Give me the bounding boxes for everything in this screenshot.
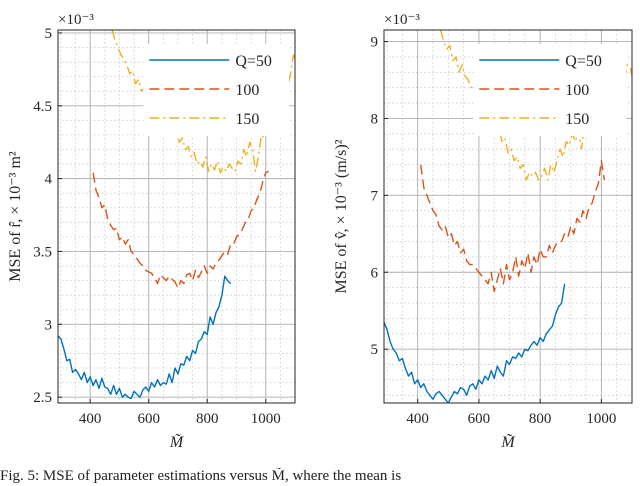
legend: Q=50 100 150 — [473, 44, 626, 136]
y-axis-label: MSE of v̂, × 10⁻³ (m/s)² — [333, 139, 350, 293]
y-tick-label: 7 — [371, 188, 379, 204]
y-tick-label: 4 — [45, 172, 53, 188]
series-line-0 — [58, 275, 232, 400]
series-line-1 — [92, 170, 270, 289]
y-tick-label: 3.5 — [33, 244, 52, 260]
x-tick-label: 400 — [79, 411, 102, 427]
legend-label-2: 150 — [565, 111, 589, 128]
right-chart: 400 600 800 1000 5 6 7 8 9 ×10⁻³ M̃ MSE of v̂, × 10… — [333, 12, 633, 451]
y-tick-label: 3 — [45, 317, 53, 333]
series-line-0 — [384, 283, 566, 403]
axes-box — [383, 29, 633, 404]
y-axis-label: MSE of r̂, × 10⁻³ m² — [7, 151, 24, 282]
x-tick-label: 800 — [196, 411, 219, 427]
figure-caption: Fig. 5: MSE of parameter estimations ver… — [0, 468, 402, 484]
y-tick-label: 4.5 — [33, 99, 52, 115]
y-tick-label: 6 — [371, 265, 379, 281]
legend-label-1: 100 — [235, 82, 259, 99]
exponent-label: ×10⁻³ — [384, 12, 420, 28]
legend: Q=50 100 150 — [143, 44, 289, 136]
exponent-label: ×10⁻³ — [58, 12, 94, 28]
x-tick-label: 600 — [137, 411, 160, 427]
y-tick-label: 5 — [45, 26, 53, 42]
y-tick-label: 5 — [371, 342, 379, 358]
axes-box — [57, 29, 296, 404]
series-line-1 — [420, 160, 606, 293]
figure: 400 600 800 1000 2.5 3 3.5 4 4.5 5 ×10⁻³ M̃ MSE of r… — [7, 12, 633, 451]
legend-label-1: 100 — [565, 82, 589, 99]
x-axis-label: M̃ — [169, 433, 185, 451]
left-chart: 400 600 800 1000 2.5 3 3.5 4 4.5 5 ×10⁻³ M̃ MSE of r… — [7, 12, 296, 451]
x-tick-label: 1000 — [586, 411, 616, 427]
x-axis-label: M̃ — [500, 433, 516, 451]
x-tick-label: 400 — [406, 411, 429, 427]
x-tick-label: 1000 — [251, 411, 281, 427]
legend-box — [473, 44, 626, 136]
y-tick-label: 9 — [371, 35, 379, 51]
y-tick-label: 2.5 — [33, 390, 52, 406]
x-tick-label: 800 — [529, 411, 552, 427]
x-tick-label: 600 — [468, 411, 491, 427]
legend-label-0: Q=50 — [565, 53, 602, 70]
y-tick-label: 8 — [371, 111, 379, 127]
legend-label-2: 150 — [235, 111, 259, 128]
legend-label-0: Q=50 — [235, 53, 272, 70]
